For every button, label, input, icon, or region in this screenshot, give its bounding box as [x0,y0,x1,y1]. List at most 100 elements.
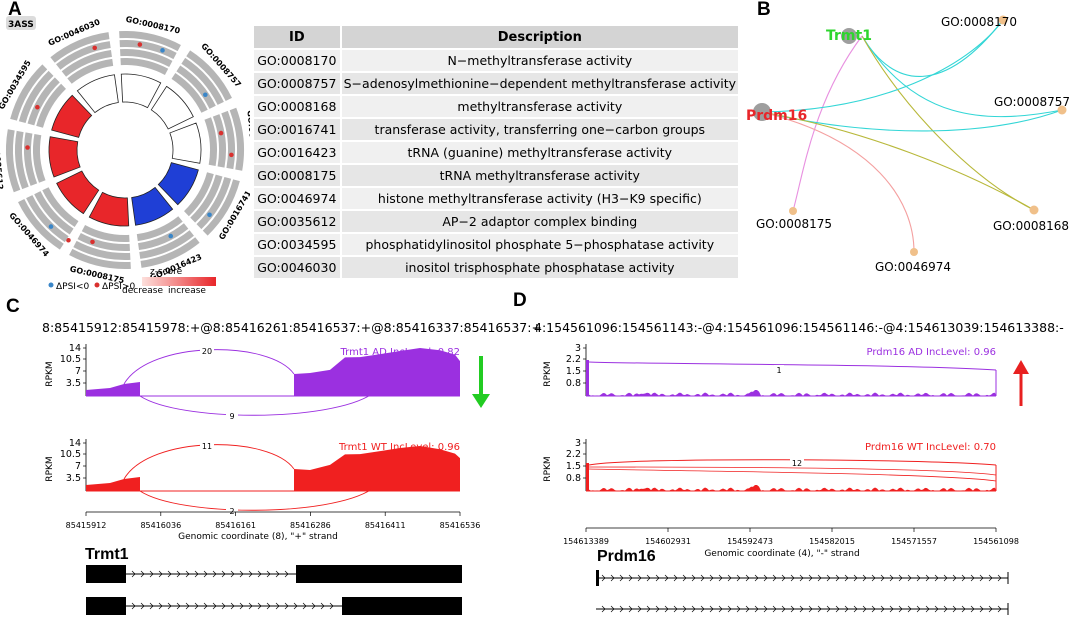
go8757-label: GO:0008757 [994,95,1070,109]
psi-dot [229,152,234,158]
ring-track [140,237,200,268]
strand-chevron-icon [754,574,759,582]
strand-chevron-icon [826,605,831,613]
trmt1-node [841,28,857,44]
strand-chevron-icon [239,570,244,578]
edge-prdm16-go46974 [761,111,915,253]
strand-chevron-icon [889,574,894,582]
psi-dot [66,237,71,243]
strand-chevron-icon [646,605,651,613]
strand-chevron-icon [970,605,975,613]
coverage-noise [589,484,996,491]
x-tick-label: 85415912 [66,521,107,530]
increase-label: increase [168,286,206,296]
inclevel-label: Prdm16 WT IncLevel: 0.70 [865,442,996,453]
cell-id: GO:0008175 [252,163,342,188]
strand-chevron-icon [212,602,217,610]
strand-chevron-icon [329,602,334,610]
strand-chevron-icon [790,574,795,582]
strand-chevron-icon [664,574,669,582]
strand-chevron-icon [248,570,253,578]
strand-chevron-icon [673,605,678,613]
strand-chevron-icon [655,605,660,613]
junction-count-upper: 20 [202,347,212,356]
strand-chevron-icon [961,605,966,613]
go8168-node [1029,205,1039,215]
go8170-node [998,15,1008,25]
psi-dot [25,145,30,150]
strand-chevron-icon [140,570,145,578]
table-row: GO:0046030 inositol trisphosphate phospha… [252,255,741,280]
strand-chevron-icon [203,570,208,578]
y-axis-label: RPKM [543,456,553,481]
ring-track [36,83,66,128]
strand-chevron-icon [257,602,262,610]
edge-trmt1-go8168 [861,35,1035,211]
psi-neg-label: ΔPSI<0 [56,282,89,292]
strand-chevron-icon [970,574,975,582]
coverage-exon1 [86,382,140,396]
strand-chevron-icon [952,605,957,613]
strand-chevron-icon [763,605,768,613]
y-axis-label: RPKM [543,361,553,386]
strand-chevron-icon [790,605,795,613]
strand-chevron-icon [239,602,244,610]
psi-pos-dot-icon [94,282,100,288]
strand-chevron-icon [185,602,190,610]
junction-count: 1 [776,366,781,375]
go-term-label: GO:0035612 [0,134,5,190]
strand-chevron-icon [916,605,921,613]
strand-chevron-icon [925,574,930,582]
panel-c-coords: 8:85415912:85415978:+@8:85416261:8541653… [42,320,542,335]
strand-chevron-icon [149,570,154,578]
ring-track [190,174,223,223]
exon-block [342,597,462,615]
ring-track [26,195,69,243]
zscore-segment [76,74,119,114]
coverage-spike [586,463,589,491]
y-tick-label: 3.5 [66,378,81,389]
ring-track [138,223,189,251]
strand-chevron-icon [601,605,606,613]
ring-track [184,172,214,217]
ring-track [73,240,131,260]
panel-d-letter: D [513,290,527,311]
junction-count-lower: 9 [229,412,234,421]
x-tick-label: 154582015 [809,537,855,546]
strand-chevron-icon [745,574,750,582]
strand-chevron-icon [664,605,669,613]
strand-chevron-icon [646,574,651,582]
strand-chevron-icon [682,605,687,613]
go8168-label: GO:0008168 [993,219,1069,233]
y-tick-label: 3 [575,438,581,449]
cell-id: GO:0008168 [252,94,342,119]
strand-chevron-icon [158,602,163,610]
cell-description: histone methyltransferase activity (H3−K… [339,186,741,211]
coverage-exon2 [294,348,460,396]
psi-dot [203,92,208,98]
strand-chevron-icon [817,605,822,613]
strand-chevron-icon [934,605,939,613]
cell-id: GO:0046030 [252,255,342,280]
ring-track [27,77,60,126]
go-legend: ΔPSI<0 ΔPSI>0 z-score decrease increase [48,267,216,296]
cell-description: inositol trisphosphate phosphatase activ… [339,255,741,280]
strand-chevron-icon [745,605,750,613]
y-tick-label: 2.2 [566,354,581,365]
strand-chevron-icon [826,574,831,582]
table-row: GO:0046974 histone methyltransferase acti… [252,186,741,211]
junction-arc [588,468,997,482]
strand-chevron-icon [799,605,804,613]
exon-block [296,565,462,583]
x-tick-label: 154602931 [645,537,691,546]
strand-chevron-icon [131,570,136,578]
strand-chevron-icon [808,605,813,613]
panel-d-gene-title: Prdm16 [597,548,656,565]
table-header-row: ID Description [252,24,741,50]
strand-chevron-icon [700,605,705,613]
strand-chevron-icon [799,574,804,582]
strand-chevron-icon [284,602,289,610]
strand-chevron-icon [916,574,921,582]
prdm16-node [753,103,771,121]
ring-track [212,114,226,168]
